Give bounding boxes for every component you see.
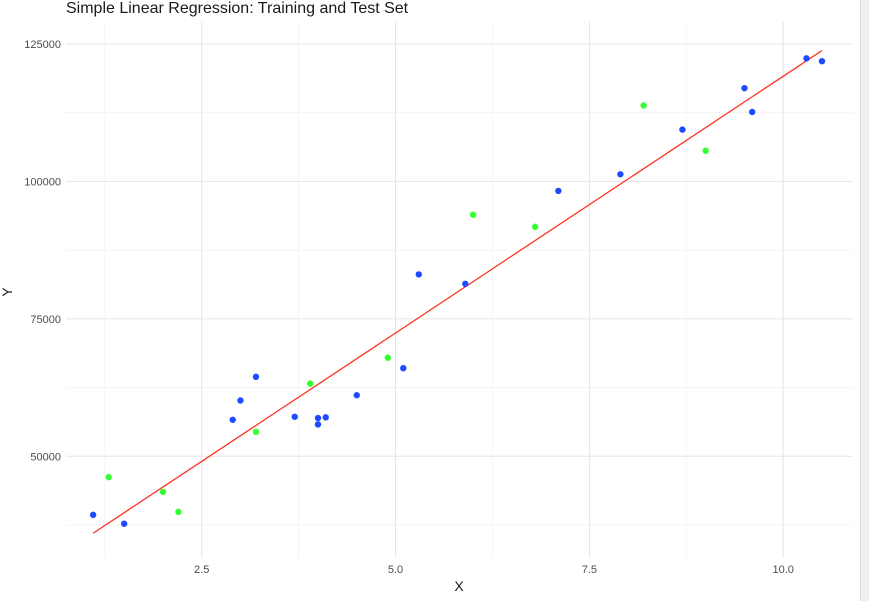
data-point xyxy=(531,223,539,231)
data-point xyxy=(252,373,260,381)
y-tick-label: 100000 xyxy=(24,176,61,188)
data-point xyxy=(89,511,97,519)
data-point xyxy=(555,187,562,195)
data-point xyxy=(749,108,756,116)
data-point xyxy=(679,126,686,133)
data-point xyxy=(314,421,322,428)
x-tick-label: 2.5 xyxy=(194,564,209,576)
data-point xyxy=(105,473,112,481)
data-point xyxy=(803,55,810,62)
y-axis-title: Y xyxy=(0,287,15,297)
x-axis-ticks: 2.5 5.0 7.5 10.0 xyxy=(194,564,794,576)
chart-title: Simple Linear Regression: Training and T… xyxy=(66,0,409,17)
regression-line xyxy=(92,50,823,534)
data-point xyxy=(384,354,391,361)
x-tick-label: 5.0 xyxy=(388,564,403,576)
data-point xyxy=(252,428,260,436)
data-point xyxy=(307,380,314,387)
data-point xyxy=(741,84,748,92)
y-tick-label: 50000 xyxy=(30,451,61,463)
data-point xyxy=(175,508,182,516)
data-point xyxy=(415,271,422,278)
y-tick-label: 75000 xyxy=(30,314,61,326)
data-point xyxy=(818,57,826,65)
x-axis-title: X xyxy=(454,578,464,594)
data-point xyxy=(353,392,360,399)
regression-line-layer xyxy=(92,50,823,534)
data-point xyxy=(702,147,709,154)
grid xyxy=(66,22,853,558)
data-point xyxy=(640,102,647,109)
data-point xyxy=(237,397,244,404)
x-tick-label: 10.0 xyxy=(773,564,794,576)
data-point xyxy=(322,414,329,421)
data-point xyxy=(469,211,477,218)
data-point xyxy=(291,413,298,420)
x-tick-label: 7.5 xyxy=(582,564,597,576)
data-point xyxy=(120,520,128,527)
data-point xyxy=(462,280,469,288)
y-axis-ticks: 50000 75000 100000 125000 xyxy=(24,39,61,463)
points-layer xyxy=(89,55,826,527)
data-point xyxy=(159,488,167,496)
y-tick-label: 125000 xyxy=(24,39,61,51)
data-point xyxy=(229,416,236,423)
data-point xyxy=(617,171,624,178)
scrollbar-track[interactable] xyxy=(860,0,869,601)
data-point xyxy=(400,364,407,372)
data-point xyxy=(314,414,322,422)
